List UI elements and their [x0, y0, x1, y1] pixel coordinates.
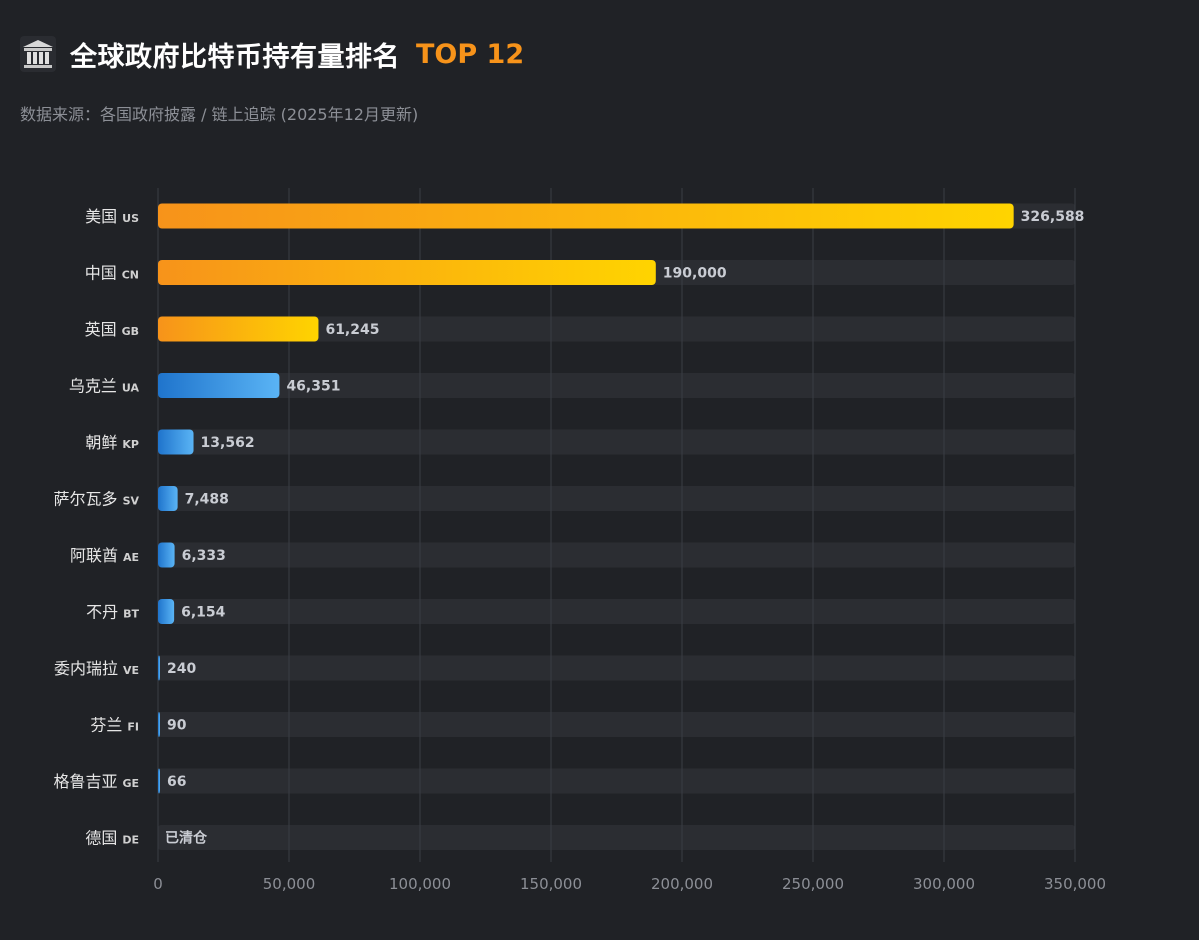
chart-title-highlight: TOP 12: [416, 38, 525, 70]
country-code: KP: [122, 438, 139, 451]
bar-track: [158, 486, 1075, 511]
x-tick-label: 0: [153, 875, 163, 893]
value-label-bt: 6,154: [181, 605, 226, 621]
country-name: 德国: [85, 829, 117, 848]
bar-track: [158, 712, 1075, 737]
bar-bt: [158, 599, 175, 624]
country-name: 中国: [85, 264, 117, 283]
x-tick-label: 200,000: [651, 875, 713, 893]
bar-sv: [158, 486, 178, 511]
category-label-bt: 不丹 BT: [86, 603, 139, 622]
country-name: 英国: [85, 320, 117, 339]
x-tick-label: 300,000: [913, 875, 975, 893]
category-label-cn: 中国 CN: [85, 264, 139, 283]
country-code: AE: [123, 551, 139, 564]
value-label-us: 326,588: [1021, 209, 1085, 225]
value-label-gb: 61,245: [325, 322, 379, 338]
country-code: SV: [123, 495, 140, 508]
category-label-sv: 萨尔瓦多 SV: [54, 490, 140, 509]
bar-track: [158, 316, 1075, 342]
country-name: 芬兰: [90, 716, 122, 735]
value-label-ae: 6,333: [182, 548, 226, 564]
country-code: GB: [122, 325, 139, 338]
bar-fi: [158, 712, 160, 737]
value-label-cn: 190,000: [663, 266, 727, 282]
country-name: 格鲁吉亚: [53, 772, 117, 791]
bar-track: [158, 825, 1075, 850]
bar-track: [158, 542, 1075, 568]
value-label-kp: 13,562: [201, 435, 255, 451]
bar-track: [158, 655, 1075, 681]
value-label-de: 已清仓: [165, 830, 208, 847]
country-name: 萨尔瓦多: [54, 490, 118, 509]
chart-header: 全球政府比特币持有量排名 TOP 12: [20, 30, 524, 78]
country-code: CN: [122, 269, 139, 282]
chart-title: 全球政府比特币持有量排名: [70, 41, 400, 73]
category-label-us: 美国 US: [85, 207, 139, 226]
bank-building-icon: [20, 36, 56, 72]
value-label-ve: 240: [167, 661, 196, 677]
value-label-ge: 66: [167, 774, 186, 790]
bar-ge: [158, 768, 160, 794]
category-label-ae: 阿联酋 AE: [70, 546, 139, 565]
value-label-ua: 46,351: [286, 379, 340, 395]
country-name: 朝鲜: [85, 433, 117, 452]
country-code: UA: [122, 382, 140, 395]
x-tick-label: 100,000: [389, 875, 451, 893]
bar-kp: [158, 429, 194, 455]
x-tick-label: 50,000: [263, 875, 316, 893]
category-label-ve: 委内瑞拉 VE: [54, 659, 139, 678]
category-label-fi: 芬兰 FI: [90, 716, 139, 735]
country-code: FI: [127, 721, 139, 734]
country-code: US: [122, 212, 139, 225]
bar-track: [158, 768, 1075, 794]
bar-ae: [158, 542, 175, 568]
bar-us: [158, 203, 1014, 229]
country-code: GE: [122, 777, 139, 790]
country-code: BT: [123, 608, 139, 621]
country-name: 阿联酋: [70, 546, 118, 565]
country-name: 不丹: [86, 603, 118, 622]
value-label-fi: 90: [167, 718, 187, 734]
x-tick-label: 350,000: [1044, 875, 1106, 893]
chart-subtitle: 数据来源：各国政府披露 / 链上追踪 (2025年12月更新): [20, 105, 419, 124]
country-code: DE: [122, 834, 139, 847]
bar-ua: [158, 373, 280, 398]
bar-track: [158, 429, 1075, 455]
bar-ve: [158, 655, 160, 681]
country-code: VE: [123, 664, 139, 677]
category-label-gb: 英国 GB: [85, 320, 139, 339]
value-label-sv: 7,488: [185, 492, 229, 508]
bar-track: [158, 599, 1075, 624]
category-label-kp: 朝鲜 KP: [85, 433, 139, 452]
country-name: 委内瑞拉: [54, 659, 118, 678]
category-label-ua: 乌克兰 UA: [69, 377, 140, 396]
country-name: 乌克兰: [69, 377, 117, 396]
bar-cn: [158, 260, 656, 285]
bar-track: [158, 373, 1075, 398]
category-label-de: 德国 DE: [85, 829, 139, 848]
x-tick-label: 150,000: [520, 875, 582, 893]
country-name: 美国: [85, 207, 117, 226]
category-label-ge: 格鲁吉亚 GE: [53, 772, 139, 791]
x-tick-label: 250,000: [782, 875, 844, 893]
bar-gb: [158, 316, 319, 342]
